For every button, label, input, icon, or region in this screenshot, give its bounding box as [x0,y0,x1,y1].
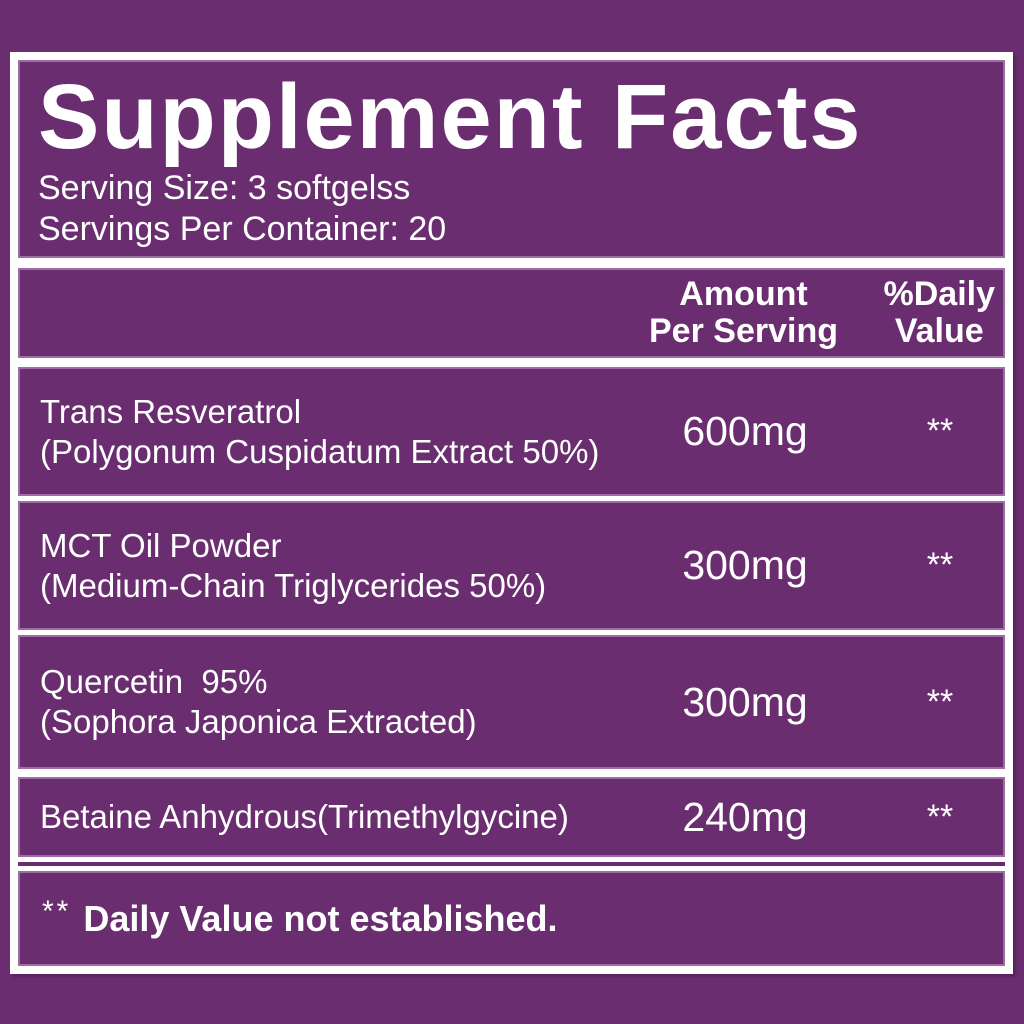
ingredient-name: Betaine Anhydrous(Trimethylgycine) [40,798,569,835]
ingredient-name: MCT Oil Powder (Medium-Chain Triglycerid… [40,526,547,604]
ingredient-amount: 300mg [682,542,808,588]
divider [18,358,1005,367]
servings-per-container-text: Servings Per Container: 20 [38,210,447,248]
panel-title: Supplement Facts [38,66,863,168]
table-header-row: Amount Per Serving %Daily Value [18,268,1005,358]
ingredient-row: Trans Resveratrol (Polygonum Cuspidatum … [18,367,1005,496]
ingredient-daily-value: ** [926,412,954,450]
ingredient-amount: 300mg [682,678,808,725]
footnote-text: Daily Value not established. [83,897,558,939]
divider [18,630,1005,635]
divider [18,258,1005,268]
ingredient-daily-value: ** [926,797,954,836]
ingredient-name: Quercetin 95% (Sophora Japonica Extracte… [40,663,477,740]
ingredient-name: Trans Resveratrol (Polygonum Cuspidatum … [40,392,600,470]
daily-value-column-header: %Daily Value [883,275,996,350]
serving-size-text: Serving Size: 3 softgelss [38,169,411,207]
ingredient-daily-value: ** [926,682,954,721]
amount-column-header: Amount Per Serving [649,275,838,350]
ingredient-daily-value: ** [926,546,954,584]
double-divider [18,857,1005,871]
divider [18,769,1005,777]
footnote-marker: ** [42,894,72,928]
title-section: Supplement Facts Serving Size: 3 softgel… [18,60,1005,258]
ingredient-amount: 600mg [682,408,808,454]
footnote: ** Daily Value not established. [18,871,1005,966]
ingredient-row: MCT Oil Powder (Medium-Chain Triglycerid… [18,501,1005,630]
ingredient-amount: 240mg [682,793,808,840]
supplement-facts-panel: Supplement Facts Serving Size: 3 softgel… [10,52,1013,974]
divider [18,496,1005,501]
ingredient-row: Quercetin 95% (Sophora Japonica Extracte… [18,635,1005,769]
ingredient-row: Betaine Anhydrous(Trimethylgycine) 240mg… [18,777,1005,857]
